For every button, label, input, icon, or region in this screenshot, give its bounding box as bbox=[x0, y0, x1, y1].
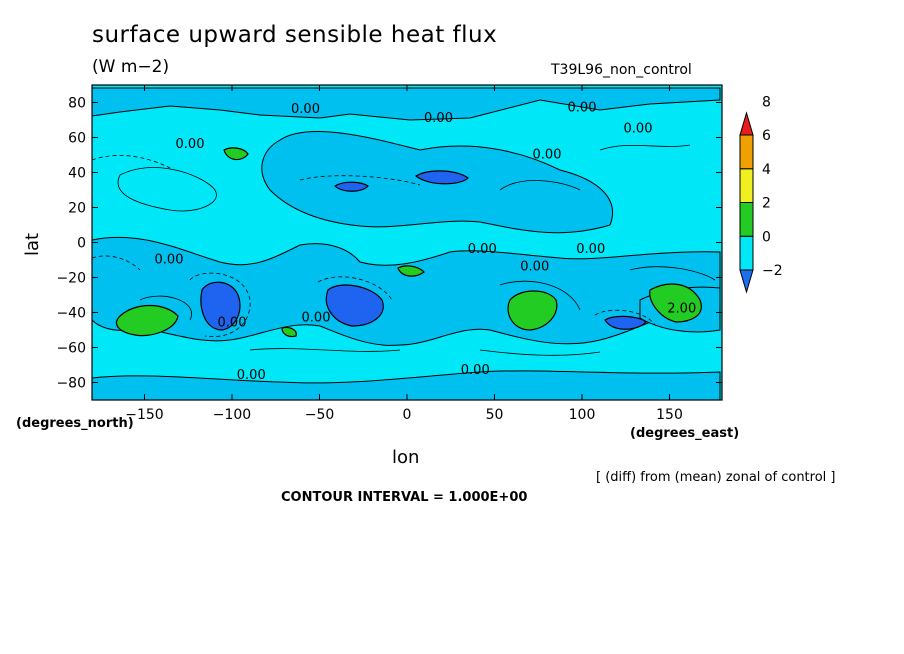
colorbar-label: 0 bbox=[762, 229, 771, 245]
y-tick-label: −80 bbox=[56, 376, 86, 392]
colorbar-band bbox=[739, 168, 754, 203]
x-tick-label: −50 bbox=[305, 407, 335, 423]
contour-label: 0.00 bbox=[533, 148, 562, 163]
contour-label: 0.00 bbox=[576, 242, 605, 257]
contour-label: 0.00 bbox=[176, 137, 205, 152]
y-tick-label: 60 bbox=[68, 131, 86, 147]
y-tick-label: 80 bbox=[68, 96, 86, 112]
x-tick-label: 0 bbox=[403, 407, 412, 423]
positive-regions bbox=[115, 147, 702, 338]
colorbar-band bbox=[739, 269, 754, 294]
note-label: [ (diff) from (mean) zonal of control ] bbox=[596, 470, 836, 485]
field-background bbox=[92, 85, 722, 400]
contour-label: 0.00 bbox=[424, 111, 453, 126]
y-tick-label: −20 bbox=[56, 271, 86, 287]
x-tick-label: 50 bbox=[486, 407, 504, 423]
contour-label: 0.00 bbox=[291, 102, 320, 117]
chart-title: surface upward sensible heat flux bbox=[92, 22, 498, 48]
contour-labels: 0.00 0.00 0.00 0.00 0.00 0.00 0.00 0.00 0.00 0.00… bbox=[155, 100, 697, 383]
y-unit-label: (degrees_north) bbox=[16, 416, 134, 431]
x-tick-label: −150 bbox=[125, 407, 163, 423]
contour-label: 2.00 bbox=[667, 302, 696, 317]
colorbar-label: 2 bbox=[762, 196, 771, 212]
y-axis: 80 60 40 20 0 −20 −40 −60 −80 bbox=[56, 96, 722, 392]
colorbar-band bbox=[739, 235, 754, 271]
negative-regions bbox=[92, 87, 721, 400]
contour-label: 0.00 bbox=[155, 253, 184, 268]
contour-lines bbox=[117, 144, 716, 356]
y-tick-label: −40 bbox=[56, 306, 86, 322]
contour-label: 0.00 bbox=[468, 242, 497, 257]
y-tick-label: 40 bbox=[68, 166, 86, 182]
plot-area: 0.00 0.00 0.00 0.00 0.00 0.00 0.00 0.00 0.00 0.00… bbox=[92, 85, 722, 400]
x-tick-label: 150 bbox=[656, 407, 683, 423]
colorbar-label: 6 bbox=[762, 128, 771, 144]
y-tick-label: 0 bbox=[77, 236, 86, 252]
x-tick-label: −100 bbox=[213, 407, 251, 423]
x-axis-label: lon bbox=[392, 447, 420, 468]
contour-label: 0.00 bbox=[218, 316, 247, 331]
contour-label: 0.00 bbox=[461, 363, 490, 378]
colorbar-band bbox=[739, 134, 754, 170]
colorbar-label: 8 bbox=[762, 94, 771, 110]
colorbar: −2 0 2 4 6 8 bbox=[739, 94, 783, 294]
x-axis: −150 −100 −50 0 50 100 150 bbox=[125, 85, 683, 423]
colorbar-band bbox=[739, 111, 754, 136]
colorbar-label: −2 bbox=[762, 263, 783, 279]
y-axis-label: lat bbox=[22, 232, 43, 256]
dashed-contour-lines bbox=[92, 155, 656, 338]
contour-label: 0.00 bbox=[624, 121, 653, 136]
strong-negative-regions bbox=[200, 170, 647, 331]
experiment-label: T39L96_non_control bbox=[551, 62, 692, 78]
contour-interval-label: CONTOUR INTERVAL = 1.000E+00 bbox=[281, 490, 528, 505]
contour-label: 0.00 bbox=[302, 310, 331, 325]
contour-label: 0.00 bbox=[237, 368, 266, 383]
contour-label: 0.00 bbox=[520, 260, 549, 275]
colorbar-band bbox=[739, 202, 754, 237]
contour-label: 0.00 bbox=[568, 100, 597, 115]
colorbar-label: 4 bbox=[762, 162, 771, 178]
y-tick-label: 20 bbox=[68, 201, 86, 217]
chart-units: (W m−2) bbox=[92, 57, 170, 77]
y-tick-label: −60 bbox=[56, 341, 86, 357]
x-tick-label: 100 bbox=[569, 407, 596, 423]
x-unit-label: (degrees_east) bbox=[630, 426, 740, 441]
